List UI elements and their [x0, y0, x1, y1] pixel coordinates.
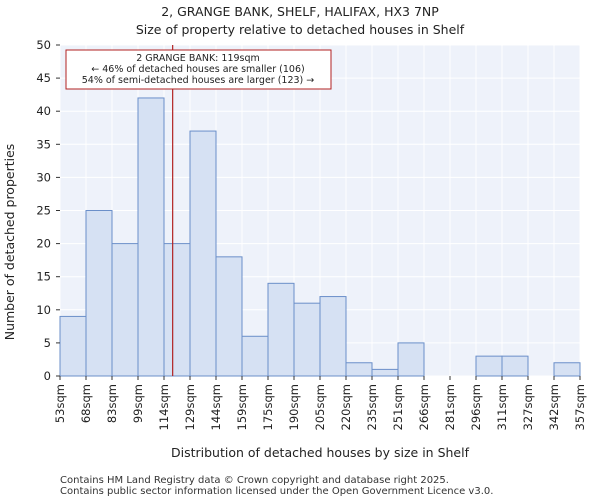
x-tick-label: 220sqm [339, 384, 353, 430]
bar [85, 210, 113, 377]
annotation-line-1: 2 GRANGE BANK: 119sqm [136, 53, 260, 64]
footer-line-1: Contains HM Land Registry data © Crown c… [60, 475, 449, 486]
x-tick-label: 266sqm [417, 384, 431, 430]
x-tick-label: 114sqm [157, 384, 171, 430]
annotation-box: 2 GRANGE BANK: 119sqm ← 46% of detached … [65, 49, 332, 90]
x-tick-label: 68sqm [79, 384, 93, 423]
x-tick-label: 159sqm [235, 384, 249, 430]
x-tick-label: 205sqm [313, 384, 327, 430]
x-tick-label: 175sqm [261, 384, 275, 430]
y-tick-label: 25 [36, 204, 51, 218]
bar [59, 315, 87, 377]
y-axis-ticks: 0 5 10 15 20 25 30 35 40 45 50 [36, 38, 60, 383]
x-tick-label: 129sqm [183, 384, 197, 430]
bar [137, 97, 165, 377]
annotation-line-3: 54% of semi-detached houses are larger (… [82, 75, 315, 86]
x-tick-label: 296sqm [469, 384, 483, 430]
x-tick-label: 281sqm [443, 384, 457, 430]
x-tick-label: 357sqm [573, 384, 587, 430]
y-tick-label: 15 [36, 270, 51, 284]
x-tick-label: 251sqm [391, 384, 405, 430]
x-tick-label: 190sqm [287, 384, 301, 430]
annotation-line-2: ← 46% of detached houses are smaller (10… [91, 64, 304, 75]
y-tick-label: 40 [36, 104, 51, 118]
x-axis-label: Distribution of detached houses by size … [171, 445, 470, 460]
y-tick-label: 30 [36, 170, 51, 184]
bar [553, 362, 581, 377]
bar [319, 296, 347, 377]
y-tick-label: 35 [36, 137, 51, 151]
bar [189, 130, 217, 377]
x-tick-label: 327sqm [521, 384, 535, 430]
y-tick-label: 10 [36, 303, 51, 317]
x-tick-label: 235sqm [365, 384, 379, 430]
x-tick-label: 144sqm [209, 384, 223, 430]
x-tick-label: 83sqm [105, 384, 119, 423]
bar [293, 302, 321, 377]
y-tick-label: 45 [36, 71, 51, 85]
bar [397, 342, 425, 377]
y-tick-label: 50 [36, 38, 51, 52]
y-tick-label: 20 [36, 237, 51, 251]
bar [267, 282, 295, 377]
bar [475, 355, 503, 377]
x-tick-label: 342sqm [547, 384, 561, 430]
y-axis-label: Number of detached properties [2, 144, 17, 341]
bars [59, 97, 581, 377]
chart-title: 2, GRANGE BANK, SHELF, HALIFAX, HX3 7NP [161, 4, 439, 19]
bar [501, 355, 529, 377]
bar [111, 243, 139, 377]
bar [163, 243, 191, 377]
y-tick-label: 5 [44, 336, 51, 350]
footer-line-2: Contains public sector information licen… [60, 486, 493, 497]
x-tick-label: 53sqm [53, 384, 67, 423]
y-tick-label: 0 [44, 369, 51, 383]
x-tick-label: 311sqm [495, 384, 509, 430]
x-axis-ticks: 53sqm 68sqm 83sqm 99sqm 114sqm 129sqm 144sqm 15… [53, 376, 587, 430]
bar [241, 335, 269, 377]
chart-subtitle: Size of property relative to detached ho… [136, 22, 465, 37]
bar [371, 368, 399, 377]
annotation-border [65, 49, 332, 90]
bar [345, 362, 373, 377]
x-tick-label: 99sqm [131, 384, 145, 423]
bar [215, 256, 243, 377]
